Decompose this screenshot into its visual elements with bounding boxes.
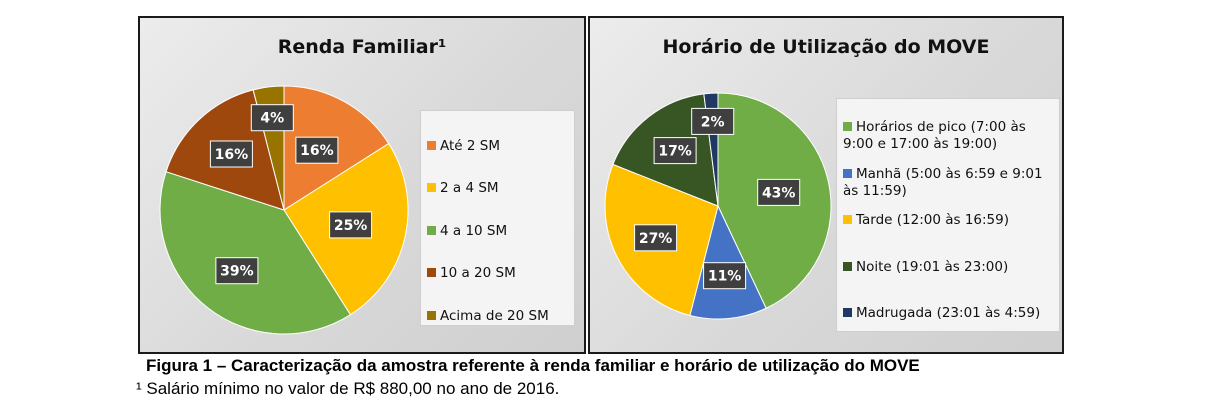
legend-label: Madrugada (23:01 às 4:59): [856, 305, 1041, 321]
legend-swatch: [427, 141, 436, 150]
data-label: 27%: [634, 224, 678, 252]
legend-label: Acima de 20 SM: [440, 308, 549, 324]
legend-item: Manhã (5:00 às 6:59 e 9:01 às 11:59): [843, 166, 1055, 200]
legend-label: Manhã (5:00 às 6:59 e 9:01 às 11:59): [843, 166, 1043, 199]
legend-label: Noite (19:01 às 23:00): [856, 259, 1009, 275]
chart-title-renda: Renda Familiar¹: [277, 36, 447, 58]
legend-label: Tarde (12:00 às 16:59): [856, 212, 1009, 228]
pie-chart-renda: 16% 25% 39% 16% 4%: [159, 85, 409, 335]
data-label-box: [691, 107, 735, 135]
data-label-box: [757, 178, 801, 206]
legend-item: Horários de pico (7:00 às 9:00 e 17:00 à…: [843, 119, 1055, 153]
legend-swatch: [843, 122, 852, 131]
data-label-text: 17%: [658, 144, 692, 160]
data-label-text: 25%: [334, 218, 368, 234]
legend-item: 4 a 10 SM: [427, 223, 570, 240]
data-label: 4%: [250, 104, 294, 132]
data-label-text: 39%: [220, 264, 254, 280]
data-label: 43%: [757, 178, 801, 206]
legend-swatch: [427, 183, 436, 192]
pie-chart-horario: 43% 11% 27% 17% 2%: [604, 92, 832, 320]
legend-item: Até 2 SM: [427, 138, 570, 155]
legend-horario: Horários de pico (7:00 às 9:00 e 17:00 à…: [836, 98, 1060, 332]
legend-item: Acima de 20 SM: [427, 308, 570, 325]
legend-label: 10 a 20 SM: [440, 265, 516, 281]
legend-swatch: [427, 311, 436, 320]
legend-item: Madrugada (23:01 às 4:59): [843, 305, 1055, 322]
legend-label: Até 2 SM: [440, 138, 500, 154]
data-label-box: [295, 136, 339, 164]
data-label-text: 43%: [762, 185, 796, 201]
footnote: ¹ Salário mínimo no valor de R$ 880,00 n…: [136, 379, 560, 398]
data-label-box: [653, 137, 697, 165]
data-label-text: 4%: [260, 111, 284, 127]
legend-swatch: [427, 268, 436, 277]
legend-swatch: [427, 226, 436, 235]
data-label-box: [329, 211, 373, 239]
data-label: 25%: [329, 211, 373, 239]
chart-panel-renda: 16% 25% 39% 16% 4% Renda Familiar¹ Até 2 SM …: [138, 16, 586, 354]
data-label: 17%: [653, 137, 697, 165]
data-label-text: 16%: [215, 147, 249, 163]
data-label: 16%: [209, 140, 253, 168]
legend-item: 2 a 4 SM: [427, 180, 570, 197]
data-label: 39%: [215, 257, 259, 285]
data-label-text: 27%: [639, 231, 673, 247]
data-label: 2%: [691, 107, 735, 135]
legend-renda: Até 2 SM 2 a 4 SM 4 a 10 SM 10 a 20 SM A…: [420, 110, 575, 326]
legend-swatch: [843, 215, 852, 224]
chart-panel-horario: 43% 11% 27% 17% 2% Horário de Utilização do …: [588, 16, 1064, 354]
data-label: 16%: [295, 136, 339, 164]
legend-label: Horários de pico (7:00 às 9:00 e 17:00 à…: [843, 119, 1026, 152]
data-label-box: [634, 224, 678, 252]
pie-slice: [159, 171, 352, 335]
data-label-box: [215, 257, 259, 285]
chart-title-horario: Horário de Utilização do MOVE: [662, 36, 990, 58]
figure-caption: Figura 1 – Caracterização da amostra ref…: [146, 356, 920, 375]
data-label-text: 16%: [300, 143, 334, 159]
data-label-text: 2%: [701, 114, 725, 130]
legend-item: 10 a 20 SM: [427, 265, 570, 282]
data-label-text: 11%: [708, 269, 742, 285]
data-label-box: [250, 104, 294, 132]
legend-swatch: [843, 262, 852, 271]
legend-label: 4 a 10 SM: [440, 223, 508, 239]
legend-swatch: [843, 169, 852, 178]
legend-label: 2 a 4 SM: [440, 180, 499, 196]
legend-item: Noite (19:01 às 23:00): [843, 259, 1055, 276]
legend-item: Tarde (12:00 às 16:59): [843, 212, 1055, 229]
data-label-box: [703, 262, 747, 290]
legend-swatch: [843, 308, 852, 317]
data-label: 11%: [703, 262, 747, 290]
data-label-box: [209, 140, 253, 168]
